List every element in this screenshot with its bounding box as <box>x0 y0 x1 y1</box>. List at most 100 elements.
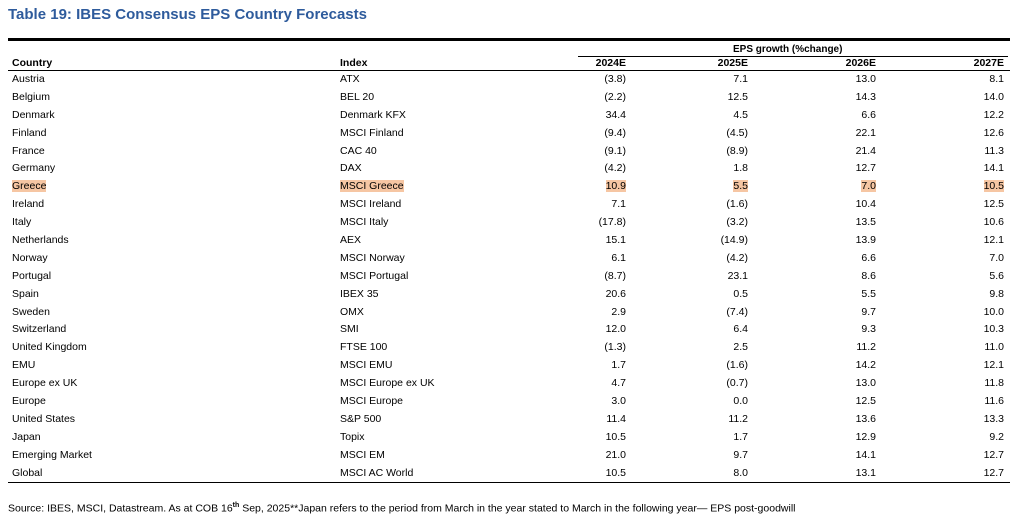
cell-y2025: 12.5 <box>727 90 748 103</box>
cell-country: United Kingdom <box>12 341 87 354</box>
source-text-pre: Source: IBES, MSCI, Datastream. As at CO… <box>8 502 233 515</box>
cell-y2027: 10.0 <box>983 305 1004 318</box>
cell-index: MSCI Greece <box>340 180 404 193</box>
cell-index: MSCI Finland <box>340 126 404 139</box>
cell-y2025: 9.7 <box>733 448 748 461</box>
cell-index: ATX <box>340 73 360 85</box>
cell-index: AEX <box>340 234 362 247</box>
table-row: United Kingdom FTSE 100 (1.3) 2.5 11.2 11.0 <box>8 339 1010 357</box>
cell-y2026: 13.0 <box>855 73 876 85</box>
source-note: Source: IBES, MSCI, Datastream. As at CO… <box>8 502 796 515</box>
table-row: France CAC 40 (9.1) (8.9) 21.4 11.3 <box>8 143 1010 161</box>
cell-y2027: 10.5 <box>983 180 1004 193</box>
cell-country: Switzerland <box>12 323 67 336</box>
cell-country: France <box>12 144 45 157</box>
cell-y2026: 14.2 <box>855 359 876 372</box>
cell-y2024: (17.8) <box>598 216 626 229</box>
cell-y2026: 7.0 <box>861 180 876 193</box>
table-body: Austria ATX (3.8) 7.1 13.0 8.1 Belgium BEL 20 (2… <box>8 71 1010 482</box>
cell-y2027: 12.6 <box>983 126 1004 139</box>
cell-y2025: 1.7 <box>733 430 748 443</box>
table-row: Germany DAX (4.2) 1.8 12.7 14.1 <box>8 160 1010 178</box>
cell-index: CAC 40 <box>340 144 377 157</box>
cell-index: MSCI AC World <box>340 466 414 479</box>
cell-index: MSCI Europe <box>340 395 404 408</box>
cell-y2027: 12.1 <box>983 234 1004 247</box>
table-row: Europe ex UK MSCI Europe ex UK 4.7 (0.7) 13.… <box>8 375 1010 393</box>
cell-country: Norway <box>12 251 48 264</box>
cell-y2025: 4.5 <box>733 108 748 121</box>
cell-country: Europe <box>12 395 46 408</box>
cell-y2026: 9.3 <box>861 323 876 336</box>
cell-y2025: (7.4) <box>726 305 748 318</box>
cell-y2026: 13.5 <box>855 216 876 229</box>
cell-country: Global <box>12 466 43 479</box>
cell-y2026: 12.9 <box>855 430 876 443</box>
cell-country: Japan <box>12 430 41 443</box>
table-row: Europe MSCI Europe 3.0 0.0 12.5 11.6 <box>8 393 1010 411</box>
cell-y2027: 11.8 <box>984 377 1004 390</box>
cell-y2027: 5.6 <box>989 269 1004 282</box>
cell-index: MSCI Portugal <box>340 269 409 282</box>
cell-y2024: 20.6 <box>605 287 626 300</box>
cell-country: Austria <box>12 73 45 85</box>
cell-y2027: 12.2 <box>983 108 1004 121</box>
cell-index: MSCI Norway <box>340 251 405 264</box>
cell-y2024: 10.5 <box>605 466 626 479</box>
table-top-rule <box>8 38 1010 41</box>
table-row: Switzerland SMI 12.0 6.4 9.3 10.3 <box>8 321 1010 339</box>
table-row: Denmark Denmark KFX 34.4 4.5 6.6 12.2 <box>8 107 1010 125</box>
cell-y2024: 6.1 <box>611 251 626 264</box>
table-bottom-rule <box>8 482 1010 484</box>
cell-y2024: 7.1 <box>611 198 626 211</box>
cell-y2024: 4.7 <box>611 377 626 390</box>
cell-y2026: 13.9 <box>855 234 876 247</box>
cell-y2027: 7.0 <box>989 251 1004 264</box>
cell-y2025: 5.5 <box>733 180 748 193</box>
cell-y2025: 7.1 <box>733 73 748 85</box>
group-header: EPS growth (%change) <box>8 41 1010 57</box>
table-row: Italy MSCI Italy (17.8) (3.2) 13.5 10.6 <box>8 214 1010 232</box>
cell-index: MSCI Ireland <box>340 198 402 211</box>
cell-y2026: 12.7 <box>855 162 876 175</box>
cell-y2024: 10.5 <box>605 430 626 443</box>
cell-y2024: 15.1 <box>605 234 626 247</box>
table-row: Portugal MSCI Portugal (8.7) 23.1 8.6 5.6 <box>8 268 1010 286</box>
column-header-row: Country Index 2024E 2025E 2026E 2027E <box>8 55 1010 71</box>
column-header-2025: 2025E <box>717 57 748 69</box>
table-row: Japan Topix 10.5 1.7 12.9 9.2 <box>8 429 1010 447</box>
cell-index: IBEX 35 <box>340 287 379 300</box>
cell-y2024: (4.2) <box>604 162 626 175</box>
cell-country: United States <box>12 412 76 425</box>
cell-y2026: 22.1 <box>855 126 876 139</box>
cell-y2025: 8.0 <box>733 466 748 479</box>
cell-y2027: 12.1 <box>983 359 1004 372</box>
cell-y2024: (9.4) <box>604 126 626 139</box>
group-header-label: EPS growth (%change) <box>733 44 843 55</box>
cell-index: BEL 20 <box>340 90 375 103</box>
cell-country: Italy <box>12 216 32 229</box>
table-row: Sweden OMX 2.9 (7.4) 9.7 10.0 <box>8 304 1010 322</box>
table-row: Belgium BEL 20 (2.2) 12.5 14.3 14.0 <box>8 89 1010 107</box>
cell-y2027: 10.6 <box>983 216 1004 229</box>
cell-country: Belgium <box>12 90 50 103</box>
cell-index: SMI <box>340 323 359 336</box>
cell-index: MSCI Italy <box>340 216 389 229</box>
source-superscript: th <box>232 502 240 509</box>
cell-y2025: 0.0 <box>733 395 748 408</box>
cell-country: EMU <box>12 359 36 372</box>
cell-y2025: 11.2 <box>728 412 748 425</box>
cell-y2026: 11.2 <box>856 341 876 354</box>
table-row: Spain IBEX 35 20.6 0.5 5.5 9.8 <box>8 286 1010 304</box>
cell-y2025: (0.7) <box>726 377 748 390</box>
cell-y2026: 13.6 <box>855 412 876 425</box>
cell-country: Germany <box>12 162 56 175</box>
table-title: Table 19: IBES Consensus EPS Country For… <box>8 6 367 23</box>
cell-index: OMX <box>340 305 364 318</box>
cell-y2025: 0.5 <box>733 287 748 300</box>
cell-country: Portugal <box>12 269 52 282</box>
cell-y2025: (4.5) <box>726 126 748 139</box>
cell-y2026: 12.5 <box>855 395 876 408</box>
cell-y2027: 14.0 <box>983 90 1004 103</box>
cell-y2027: 9.2 <box>989 430 1004 443</box>
